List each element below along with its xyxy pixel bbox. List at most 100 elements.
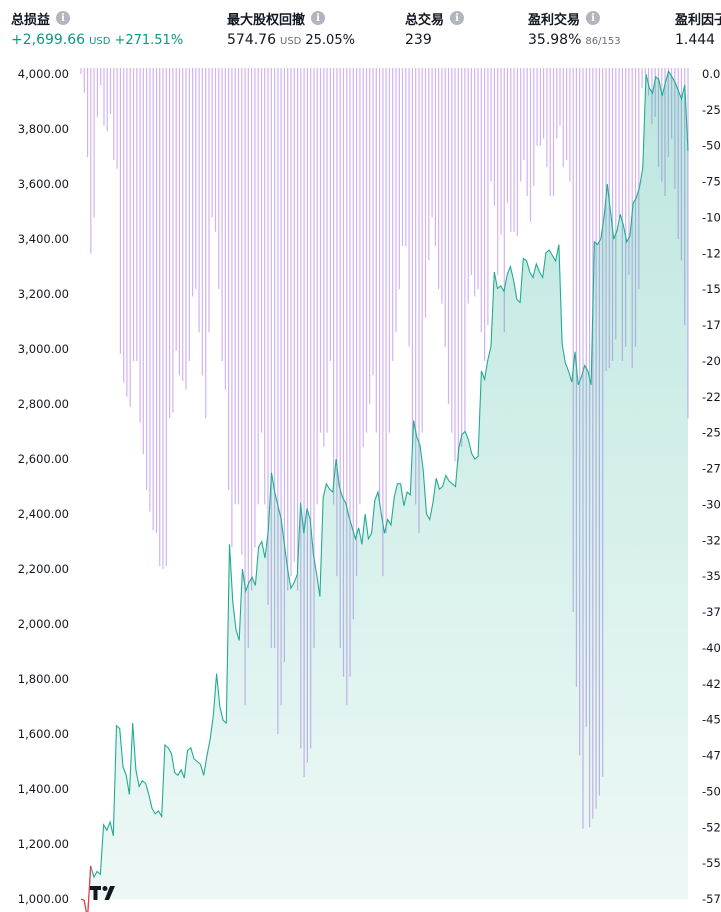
drawdown-bar	[529, 68, 532, 222]
drawdown-bar	[615, 68, 617, 340]
drawdown-bar	[398, 68, 400, 290]
drawdown-bar	[109, 68, 112, 115]
drawdown-bar	[441, 68, 443, 304]
drawdown-bar	[159, 68, 161, 567]
drawdown-bar	[638, 68, 640, 290]
drawdown-bar	[316, 68, 318, 505]
info-icon[interactable]: i	[450, 11, 465, 25]
left-axis-tick-label: 1,400.00	[18, 782, 69, 796]
drawdown-bar	[201, 68, 203, 376]
drawdown-bar	[87, 68, 89, 158]
drawdown-bar	[336, 68, 338, 577]
left-axis-tick-label: 1,800.00	[18, 672, 69, 686]
drawdown-bar	[244, 68, 246, 706]
right-axis-tick-label: -500.00	[702, 784, 721, 798]
info-icon[interactable]: i	[586, 11, 601, 25]
drawdown-bar	[438, 68, 440, 290]
drawdown-bar	[375, 68, 377, 433]
drawdown-bar	[277, 68, 279, 734]
stat-ratio: 86/153	[585, 36, 621, 47]
stat-value: +2,699.66	[11, 32, 86, 48]
drawdown-bar	[339, 68, 341, 648]
right-axis-tick-label: -75.00	[702, 175, 721, 189]
drawdown-bar	[155, 68, 158, 534]
drawdown-bar	[461, 68, 463, 447]
drawdown-bar	[641, 68, 643, 89]
left-axis-tick-label: 3,800.00	[18, 122, 69, 136]
drawdown-bar	[306, 68, 308, 763]
drawdown-bar	[231, 68, 233, 548]
drawdown-bar	[218, 68, 220, 290]
drawdown-bar	[205, 68, 207, 419]
left-axis-tick-label: 2,800.00	[18, 397, 69, 411]
drawdown-bar	[546, 68, 548, 168]
drawdown-bar	[648, 68, 650, 96]
drawdown-bar	[628, 68, 630, 275]
drawdown-bar	[254, 68, 256, 548]
drawdown-bar	[493, 68, 495, 206]
stat-percent: 25.05%	[305, 33, 355, 48]
drawdown-bar	[572, 68, 574, 612]
stat-unit: USD	[89, 36, 111, 47]
drawdown-bar	[349, 68, 351, 677]
drawdown-bar	[352, 68, 354, 620]
drawdown-bar	[185, 68, 187, 390]
drawdown-bar	[365, 68, 368, 433]
info-icon[interactable]: i	[56, 11, 71, 25]
drawdown-bar	[359, 68, 361, 505]
drawdown-bar	[447, 68, 450, 404]
right-axis-tick-label: -175.00	[702, 318, 721, 332]
drawdown-bar	[146, 68, 148, 491]
drawdown-bar	[474, 68, 476, 297]
drawdown-bar	[533, 68, 535, 186]
left-axis-tick-label: 2,000.00	[18, 617, 69, 631]
right-axis-tick-label: -525.00	[702, 820, 721, 834]
right-axis-tick-label: -550.00	[702, 856, 721, 870]
drawdown-bar	[424, 68, 427, 318]
drawdown-bar	[405, 68, 407, 247]
drawdown-bar	[342, 68, 345, 677]
drawdown-bar	[372, 68, 374, 376]
right-axis-tick-label: -300.00	[702, 497, 721, 511]
drawdown-bar	[552, 68, 555, 196]
drawdown-bar	[169, 68, 171, 419]
tradingview-logo	[90, 886, 115, 900]
drawdown-bar	[290, 68, 292, 577]
info-icon[interactable]: i	[311, 11, 326, 25]
left-axis-tick-label: 1,600.00	[18, 727, 69, 741]
drawdown-bar	[136, 68, 138, 361]
drawdown-bar	[434, 68, 436, 247]
drawdown-bar	[221, 68, 223, 361]
drawdown-bars	[80, 68, 689, 829]
drawdown-bar	[142, 68, 144, 455]
stat-percent: +271.51%	[114, 33, 184, 48]
drawdown-bar	[264, 68, 266, 505]
drawdown-bar	[395, 68, 397, 333]
stat-total-trades: 总交易 i 239	[405, 8, 465, 52]
drawdown-bar	[497, 68, 499, 275]
drawdown-bar	[211, 68, 213, 218]
drawdown-bar	[116, 68, 118, 169]
drawdown-bar	[126, 68, 128, 397]
drawdown-bar	[234, 68, 236, 505]
right-axis-tick-label: -575.00	[702, 892, 721, 906]
drawdown-bar	[566, 68, 568, 161]
right-axis-tick-label: 0.00	[702, 67, 721, 81]
stat-label: 盈利交易	[528, 12, 581, 28]
right-axis-tick-label: -400.00	[702, 641, 721, 655]
stat-value: 239	[405, 32, 432, 48]
drawdown-bar	[513, 68, 515, 232]
drawdown-bar	[93, 68, 95, 218]
drawdown-bar	[247, 68, 249, 648]
drawdown-bar	[382, 68, 384, 577]
drawdown-bar	[411, 68, 413, 447]
drawdown-bar	[162, 68, 164, 569]
drawdown-bar	[90, 68, 92, 254]
drawdown-bar	[297, 68, 299, 591]
right-axis-tick-label: -325.00	[702, 533, 721, 547]
drawdown-bar	[401, 68, 404, 247]
drawdown-bar	[103, 68, 105, 126]
drawdown-bar	[165, 68, 167, 567]
right-axis-tick-label: -425.00	[702, 677, 721, 691]
